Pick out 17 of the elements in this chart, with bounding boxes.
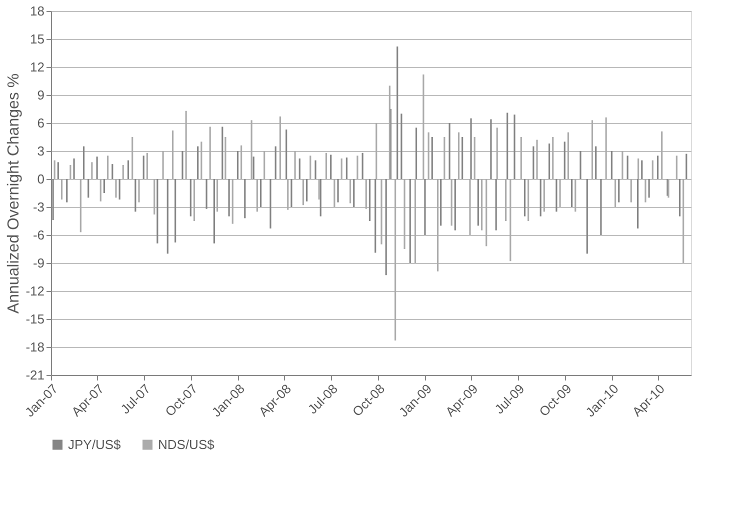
- y-tick-label: -18: [26, 340, 44, 354]
- y-tick-label: 6: [37, 116, 44, 130]
- y-tick-label: 12: [30, 60, 44, 74]
- legend-label: NDS/US$: [158, 436, 216, 452]
- y-tick-label: 0: [37, 172, 44, 186]
- y-tick-label: -21: [26, 368, 44, 382]
- y-tick-label: -9: [32, 256, 44, 270]
- y-tick-label: 9: [37, 88, 44, 102]
- y-tick-label: 3: [37, 144, 44, 158]
- y-tick-label: -6: [32, 228, 44, 242]
- y-tick-label: -15: [26, 312, 44, 326]
- y-tick-label: -12: [26, 284, 44, 298]
- legend-label: JPY/US$: [68, 436, 122, 452]
- y-tick-label: 18: [30, 4, 44, 18]
- y-tick-label: 15: [30, 32, 44, 46]
- y-axis-title: Annualized Overnight Changes %: [6, 73, 23, 314]
- y-tick-label: -3: [32, 200, 44, 214]
